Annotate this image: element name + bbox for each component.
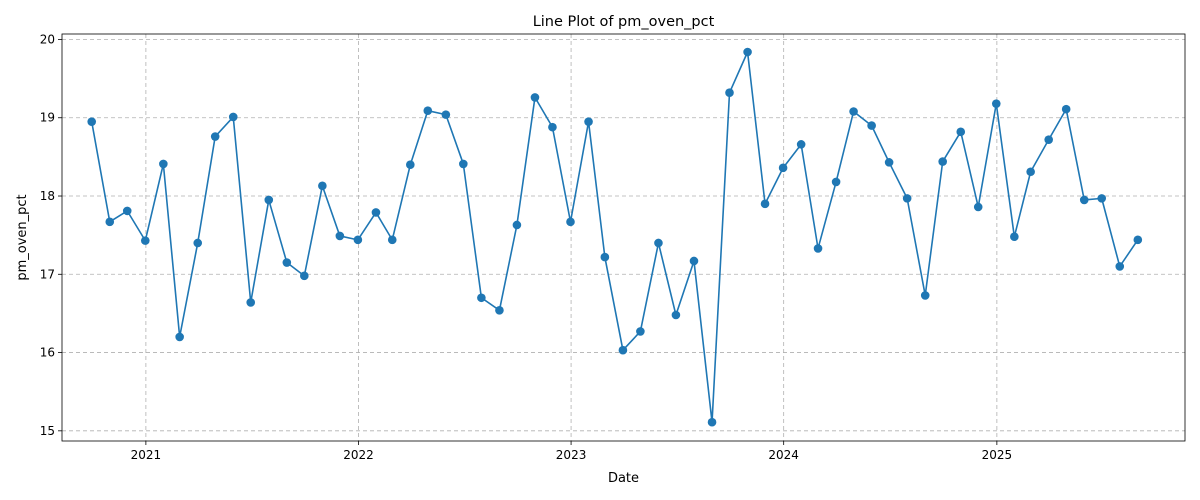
data-point [210,132,220,141]
data-point [159,159,168,169]
axis-ticks: 2021 2022 2023 2024 2025 15 16 17 18 19 20 [40,32,1012,462]
data-point [813,244,823,253]
data-point [193,238,203,248]
data-point [264,195,274,205]
data-point [618,345,628,355]
x-tick-label: 2022 [343,448,374,462]
data-point [867,121,876,130]
data-point [725,88,734,97]
data-point [849,107,858,116]
chart-title: Line Plot of pm_oven_pct [533,14,715,30]
data-point [938,157,947,166]
x-axis-label: Date [608,471,639,486]
data-point [1079,195,1089,205]
data-point [353,235,363,245]
data-point [973,202,983,212]
data-point [477,293,486,303]
data-point [371,208,381,217]
data-point [636,327,645,336]
data-point [920,291,930,300]
data-point [423,106,433,115]
x-tick-label: 2025 [982,448,1013,462]
data-point [406,160,415,170]
data-point [884,158,894,167]
data-point [671,310,681,320]
y-tick-label: 15 [40,424,55,438]
data-point [778,163,788,173]
data-point [548,122,557,132]
data-point [512,220,522,230]
data-point [175,332,184,342]
data-point [796,140,806,149]
data-point [600,252,610,262]
data-point [1044,135,1053,144]
y-tick-label: 20 [40,32,55,46]
data-point [1061,104,1071,114]
data-point [1010,232,1019,242]
x-tick-label: 2023 [556,448,587,462]
x-tick-label: 2021 [131,448,162,462]
y-tick-label: 17 [40,267,55,281]
data-point [707,417,717,427]
data-point [831,177,841,187]
data-point [122,206,132,216]
data-point [459,159,468,169]
data-point [743,47,752,57]
data-series [87,47,1143,427]
data-point [1133,235,1143,245]
data-point [335,231,345,241]
data-point [387,235,397,245]
data-point [902,194,912,203]
data-point [530,93,540,102]
data-point [1097,194,1107,203]
data-point [300,271,309,281]
y-tick-label: 16 [40,346,55,360]
data-point [566,217,575,227]
data-point [87,117,97,126]
plot-area-frame [61,33,1186,442]
data-point [246,298,256,307]
y-axis-label: pm_oven_pct [15,194,30,280]
data-point [1026,167,1035,177]
data-point [318,181,327,191]
data-point [228,112,238,122]
data-point [584,117,593,126]
data-point [654,238,663,248]
data-point [282,258,292,267]
data-point [689,256,699,266]
data-point [956,127,966,137]
data-point [760,199,770,209]
data-point [1115,262,1125,271]
data-point [991,99,1001,108]
y-tick-label: 18 [40,189,55,203]
x-tick-label: 2024 [768,448,799,462]
y-tick-label: 19 [40,111,55,125]
data-point [105,217,115,227]
data-point [441,110,451,119]
data-point [140,236,150,245]
data-point [495,305,504,315]
series-line [90,51,1139,424]
